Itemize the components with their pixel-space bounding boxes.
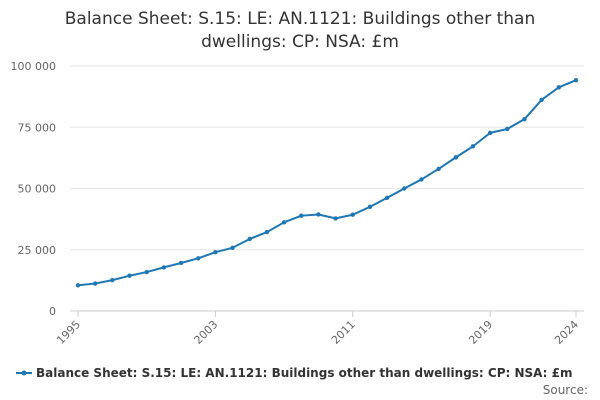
y-axis-ticks: 0 25 000 50 000 75 000 100 000	[11, 60, 57, 318]
data-point[interactable]	[556, 85, 562, 90]
plot-area	[75, 78, 579, 288]
series-line	[77, 79, 577, 287]
data-point[interactable]	[350, 212, 355, 217]
legend-point-marker	[21, 370, 27, 376]
data-point[interactable]	[92, 281, 98, 286]
chart-title-line-2: dwellings: CP: NSA: £m	[201, 32, 399, 52]
y-tick-label: 75 000	[18, 121, 57, 134]
data-point[interactable]	[247, 236, 252, 242]
data-point[interactable]	[161, 265, 167, 270]
data-point[interactable]	[505, 126, 510, 132]
data-point[interactable]	[436, 166, 441, 172]
data-point[interactable]	[213, 250, 218, 255]
legend-label: Balance Sheet: S.15: LE: AN.1121: Buildi…	[36, 366, 573, 380]
legend[interactable]: Balance Sheet: S.15: LE: AN.1121: Buildi…	[16, 366, 573, 380]
gridlines	[70, 65, 584, 251]
x-tick-label: 1995	[54, 318, 83, 347]
x-tick-label: 2003	[192, 318, 221, 347]
data-point[interactable]	[367, 204, 373, 210]
y-tick-label: 100 000	[11, 60, 57, 73]
y-tick-label: 50 000	[18, 183, 57, 196]
data-point[interactable]	[539, 97, 544, 103]
y-tick-label: 0	[49, 305, 56, 318]
y-tick-label: 25 000	[18, 244, 57, 257]
data-point[interactable]	[470, 144, 476, 149]
x-axis-ticks: 1995 2003 2011 2019 2024	[54, 311, 581, 347]
data-point[interactable]	[196, 256, 201, 261]
x-tick-label: 2011	[329, 318, 358, 347]
x-tick-label: 2019	[466, 318, 495, 347]
data-point[interactable]	[487, 130, 493, 136]
source-label: Source:	[543, 383, 588, 397]
data-point[interactable]	[316, 212, 321, 217]
data-point[interactable]	[230, 245, 235, 250]
data-point[interactable]	[299, 213, 304, 218]
x-tick-label: 2024	[552, 318, 581, 347]
chart-title-line-1: Balance Sheet: S.15: LE: AN.1121: Buildi…	[65, 9, 535, 29]
data-point[interactable]	[402, 186, 407, 191]
data-point[interactable]	[144, 269, 149, 275]
data-point[interactable]	[573, 78, 579, 83]
data-point[interactable]	[75, 283, 81, 288]
data-point[interactable]	[127, 273, 132, 278]
data-point[interactable]	[281, 220, 287, 225]
data-point[interactable]	[264, 229, 270, 235]
data-point[interactable]	[110, 277, 115, 283]
data-point[interactable]	[453, 155, 458, 160]
data-point[interactable]	[419, 177, 424, 182]
data-point[interactable]	[333, 216, 338, 221]
data-point[interactable]	[384, 195, 390, 201]
data-point[interactable]	[522, 116, 527, 122]
data-point[interactable]	[178, 260, 184, 266]
